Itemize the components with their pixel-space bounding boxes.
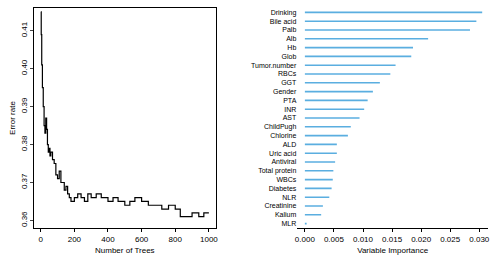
svg-text:Bile acid: Bile acid xyxy=(270,18,297,25)
svg-text:0.020: 0.020 xyxy=(411,235,432,244)
svg-text:0.010: 0.010 xyxy=(353,235,374,244)
svg-text:Creatinine: Creatinine xyxy=(264,202,296,209)
svg-text:Kalium: Kalium xyxy=(275,211,297,218)
svg-text:Palb: Palb xyxy=(282,26,296,33)
svg-text:RBCs: RBCs xyxy=(278,70,297,77)
svg-text:0.41: 0.41 xyxy=(20,21,29,37)
svg-text:0: 0 xyxy=(39,235,44,244)
svg-text:PTA: PTA xyxy=(283,97,296,104)
svg-text:600: 600 xyxy=(135,235,149,244)
svg-text:GGT: GGT xyxy=(281,79,297,86)
svg-text:Chlorine: Chlorine xyxy=(270,132,296,139)
svg-text:WBCs: WBCs xyxy=(276,176,296,183)
svg-text:Drinking: Drinking xyxy=(271,9,297,17)
svg-text:0.36: 0.36 xyxy=(20,211,29,227)
svg-text:0.000: 0.000 xyxy=(295,235,316,244)
svg-text:0.37: 0.37 xyxy=(20,173,29,189)
svg-text:400: 400 xyxy=(101,235,115,244)
svg-text:Variable Importance: Variable Importance xyxy=(357,246,429,255)
svg-text:Total protein: Total protein xyxy=(258,167,296,175)
svg-text:0.030: 0.030 xyxy=(469,235,490,244)
svg-text:ALD: ALD xyxy=(283,141,297,148)
svg-text:0.38: 0.38 xyxy=(20,135,29,151)
svg-text:Uric acid: Uric acid xyxy=(269,150,296,157)
svg-text:Glob: Glob xyxy=(282,53,297,60)
svg-text:NLR: NLR xyxy=(282,194,296,201)
svg-text:0.005: 0.005 xyxy=(324,235,345,244)
svg-text:ChildPugh: ChildPugh xyxy=(264,123,296,131)
svg-text:0.40: 0.40 xyxy=(20,59,29,75)
svg-text:MLR: MLR xyxy=(282,220,297,227)
svg-text:1000: 1000 xyxy=(200,235,218,244)
svg-text:Diabetes: Diabetes xyxy=(269,185,297,192)
svg-text:Tumor.number: Tumor.number xyxy=(251,62,297,69)
svg-text:0.015: 0.015 xyxy=(382,235,403,244)
svg-text:Error rate: Error rate xyxy=(8,101,17,135)
svg-text:Antiviral: Antiviral xyxy=(271,158,296,165)
svg-text:Number of Trees: Number of Trees xyxy=(95,246,155,255)
svg-text:0.025: 0.025 xyxy=(440,235,461,244)
svg-text:Alb: Alb xyxy=(286,35,296,42)
svg-text:Gender: Gender xyxy=(273,88,297,95)
svg-text:200: 200 xyxy=(68,235,82,244)
svg-text:800: 800 xyxy=(169,235,183,244)
svg-text:AST: AST xyxy=(283,114,297,121)
svg-text:INR: INR xyxy=(284,106,296,113)
svg-text:0.39: 0.39 xyxy=(20,97,29,113)
svg-text:Hb: Hb xyxy=(287,44,296,51)
